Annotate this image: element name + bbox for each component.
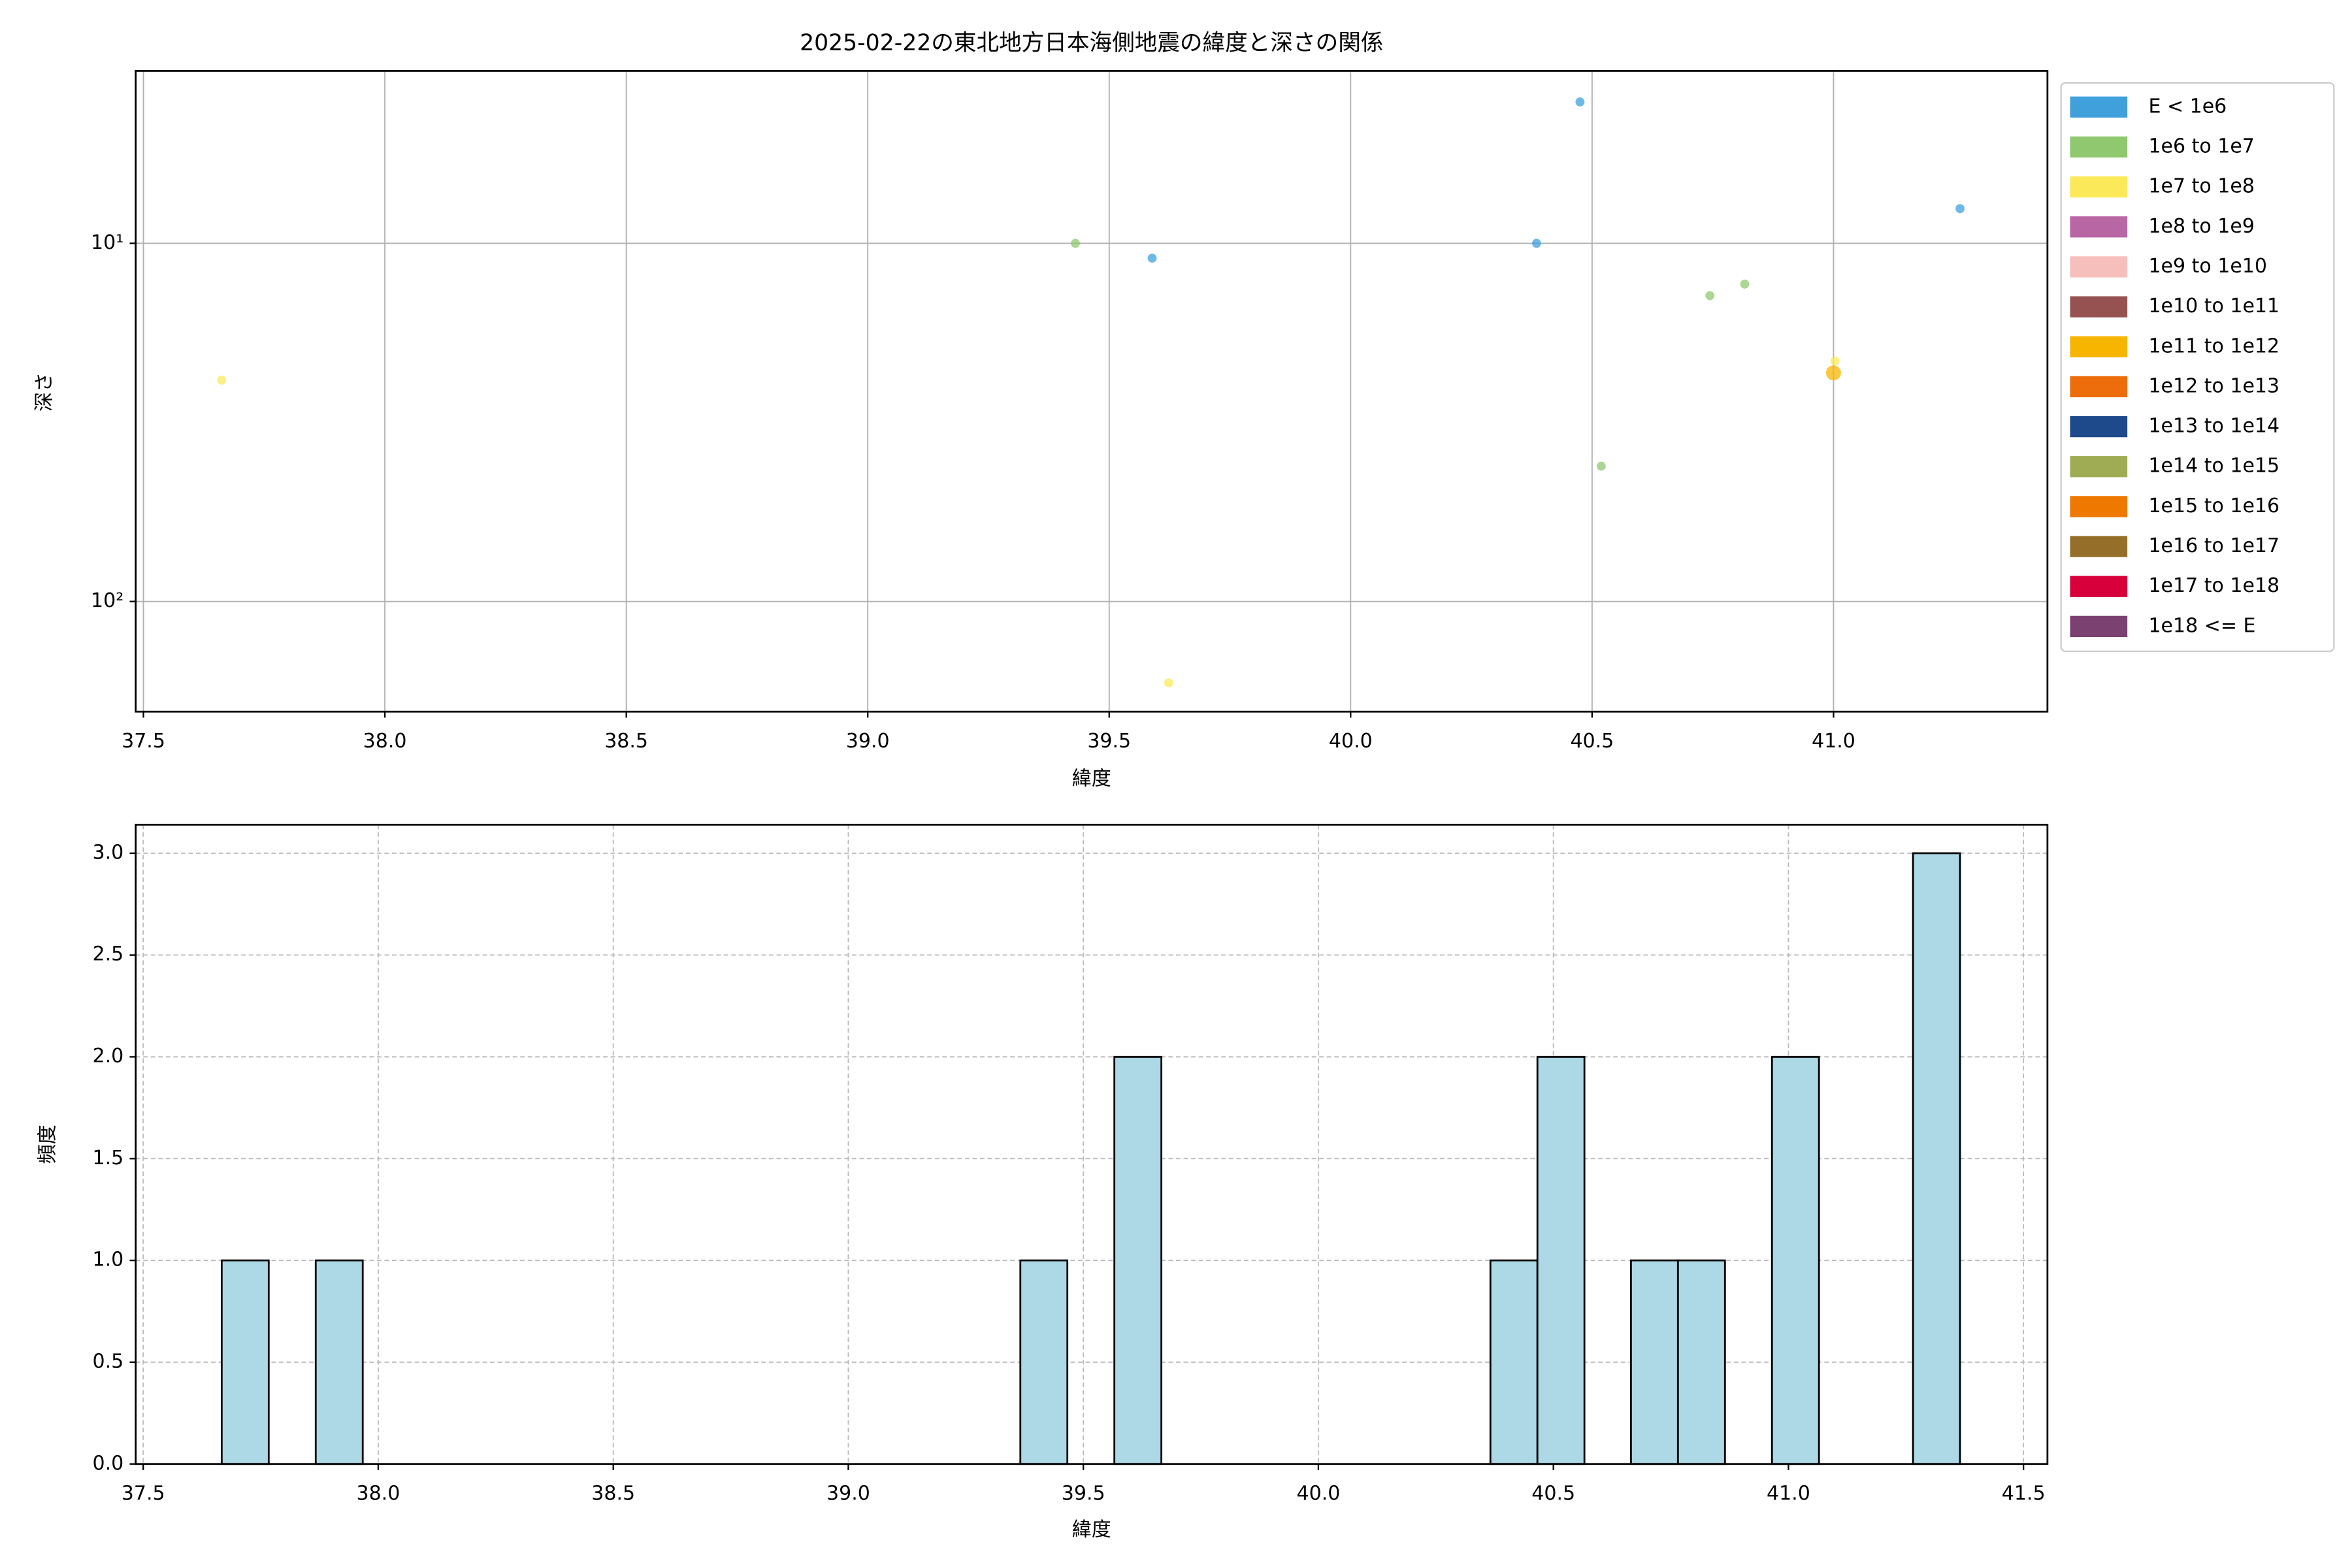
histogram-bar: [1113, 1056, 1162, 1465]
legend-label: 1e16 to 1e17: [2148, 534, 2279, 557]
histogram-bar: [1912, 852, 1961, 1465]
legend-label: 1e7 to 1e8: [2148, 175, 2254, 198]
y-axis-label: 深さ: [33, 372, 56, 412]
legend-label: 1e13 to 1e14: [2148, 415, 2279, 438]
histogram-bar: [314, 1259, 364, 1465]
x-tick-label: 37.5: [122, 1482, 165, 1505]
legend: E < 1e6 1e6 to 1e7 1e7 to 1e8 1e8 to 1e9 1e9…: [2060, 82, 2335, 653]
legend-swatch: [2070, 176, 2128, 198]
legend-frame: [2060, 82, 2335, 653]
legend-label: 1e14 to 1e15: [2148, 455, 2279, 478]
legend-label: 1e18 <= E: [2148, 614, 2255, 637]
scatter-point: [1740, 279, 1750, 289]
legend-label: 1e15 to 1e16: [2148, 495, 2279, 517]
scatter-point: [1575, 97, 1585, 106]
scatter-point: [217, 375, 227, 385]
x-tick-label: 38.5: [604, 730, 648, 753]
x-tick-label: 40.5: [1531, 1482, 1575, 1505]
legend-label: 1e6 to 1e7: [2148, 135, 2254, 158]
scatter-point: [1596, 461, 1606, 471]
scatter-point: [1071, 238, 1080, 248]
x-axis-label: 緯度: [1072, 1518, 1111, 1541]
legend-swatch: [2070, 615, 2128, 637]
histogram-bar: [1019, 1259, 1069, 1465]
x-axis-label: 緯度: [1072, 768, 1111, 791]
x-tick-label: 40.0: [1329, 730, 1373, 753]
legend-swatch: [2070, 416, 2128, 438]
legend-swatch: [2070, 96, 2128, 118]
x-tick-label: 39.5: [1087, 730, 1131, 753]
scatter-point: [1825, 365, 1841, 381]
histogram-bar: [1676, 1259, 1726, 1465]
x-tick-label: 41.5: [2002, 1482, 2046, 1505]
scatter-point: [1705, 291, 1715, 301]
y-tick-label: 2.0: [93, 1045, 124, 1068]
y-tick-label: 10²: [91, 589, 123, 612]
histogram-bar: [1629, 1259, 1679, 1465]
y-tick-label: 2.5: [93, 943, 124, 966]
chart-title: 2025-02-22の東北地方日本海側地震の緯度と深さの関係: [800, 30, 1383, 56]
legend-swatch: [2070, 376, 2128, 398]
y-tick-label: 10¹: [91, 231, 123, 254]
legend-swatch: [2070, 576, 2128, 597]
y-tick-label: 0.5: [93, 1350, 124, 1373]
scatter-point: [1531, 238, 1541, 248]
legend-swatch: [2070, 456, 2128, 478]
x-tick-label: 38.5: [591, 1482, 635, 1505]
x-tick-label: 40.0: [1297, 1482, 1341, 1505]
x-tick-label: 39.0: [826, 1482, 870, 1505]
legend-label: 1e8 to 1e9: [2148, 215, 2254, 238]
y-tick-label: 1.5: [93, 1147, 124, 1169]
scatter-point: [1955, 204, 1965, 214]
legend-swatch: [2070, 336, 2128, 357]
x-tick-label: 41.0: [1767, 1482, 1810, 1505]
histogram-bar: [1536, 1056, 1586, 1465]
legend-label: 1e17 to 1e18: [2148, 574, 2279, 597]
x-tick-label: 40.5: [1570, 730, 1614, 753]
y-tick-label: 1.0: [93, 1249, 124, 1271]
histogram-bar: [1771, 1056, 1820, 1465]
x-tick-label: 41.0: [1812, 730, 1855, 753]
x-tick-label: 37.5: [122, 730, 165, 753]
legend-swatch: [2070, 496, 2128, 517]
x-tick-label: 38.0: [357, 1482, 400, 1505]
x-tick-label: 39.0: [846, 730, 890, 753]
legend-label: 1e10 to 1e11: [2148, 295, 2279, 318]
x-tick-label: 38.0: [363, 730, 407, 753]
scatter-point: [1147, 253, 1157, 263]
y-tick-label: 0.0: [93, 1452, 124, 1475]
legend-label: 1e9 to 1e10: [2148, 255, 2267, 278]
scatter-point: [1830, 356, 1840, 366]
legend-swatch: [2070, 216, 2128, 238]
y-axis-label: 頻度: [36, 1125, 59, 1164]
scatter-point: [1164, 678, 1173, 688]
histogram-bar: [1489, 1259, 1539, 1465]
legend-label: 1e11 to 1e12: [2148, 335, 2279, 357]
legend-label: 1e12 to 1e13: [2148, 374, 2279, 397]
axes-frame: [135, 70, 2049, 713]
legend-swatch: [2070, 256, 2128, 278]
histogram-bar: [220, 1259, 270, 1465]
legend-swatch: [2070, 296, 2128, 318]
axes-frame: [135, 823, 2049, 1465]
y-tick-label: 3.0: [93, 841, 124, 864]
legend-swatch: [2070, 536, 2128, 557]
legend-swatch: [2070, 136, 2128, 158]
x-tick-label: 39.5: [1062, 1482, 1105, 1505]
legend-label: E < 1e6: [2148, 95, 2227, 118]
